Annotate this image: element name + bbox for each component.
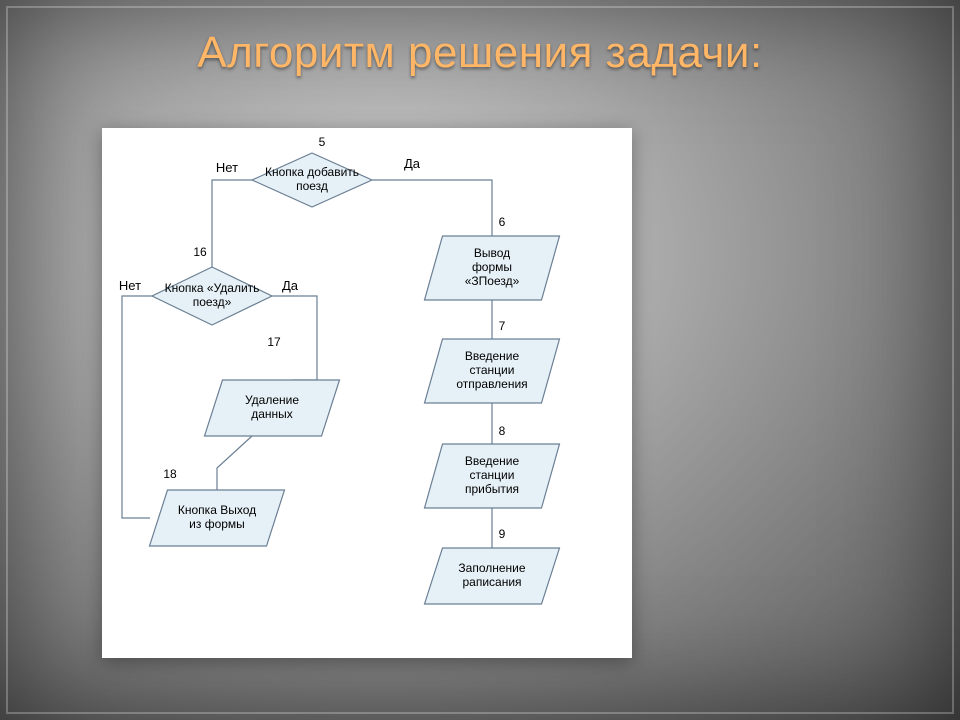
node-text: станции [470, 468, 515, 482]
step-number: 16 [193, 245, 207, 259]
node-text: формы [472, 260, 512, 274]
step-number: 6 [499, 215, 506, 229]
edge-label: Нет [119, 278, 141, 293]
step-number: 5 [319, 135, 326, 149]
node-text: отправления [456, 377, 527, 391]
step-number: 18 [163, 467, 177, 481]
node-text: Заполнение [458, 561, 525, 575]
edge-label: Да [282, 278, 299, 293]
node-text: поезд [296, 179, 328, 193]
edge-n16-n18 [122, 296, 152, 518]
step-number: 8 [499, 424, 506, 438]
node-text: «ЗПоезд» [465, 274, 520, 288]
flowchart-container: Да Нет Да Нет Кнопка добавитьпоезд Выводформы… [102, 128, 632, 658]
node-text: раписания [462, 575, 521, 589]
step-number: 7 [499, 319, 506, 333]
step-number: 17 [267, 335, 281, 349]
node-text: Удаление [245, 393, 299, 407]
node-text: данных [251, 407, 293, 421]
edge-n5-n6 [372, 180, 492, 236]
slide: Алгоритм решения задачи: Да Нет Да Нет Кнопк… [0, 0, 960, 720]
edge-label: Да [404, 156, 421, 171]
node-text: из формы [189, 517, 245, 531]
edge-n17-n18 [217, 436, 252, 490]
node-text: поезд» [193, 295, 232, 309]
edge-n5-n16 [212, 180, 252, 267]
node-text: Кнопка добавить [265, 165, 359, 179]
node-text: прибытия [465, 482, 519, 496]
node-text: Введение [465, 349, 520, 363]
flowchart-svg: Да Нет Да Нет Кнопка добавитьпоезд Выводформы… [102, 128, 632, 658]
node-text: Кнопка «Удалить [165, 281, 260, 295]
node-text: Введение [465, 454, 520, 468]
node-text: Кнопка Выход [178, 503, 256, 517]
node-text: станции [470, 363, 515, 377]
slide-title: Алгоритм решения задачи: [0, 28, 960, 78]
node-text: Вывод [474, 246, 510, 260]
edge-label: Нет [216, 160, 238, 175]
step-number: 9 [499, 527, 506, 541]
